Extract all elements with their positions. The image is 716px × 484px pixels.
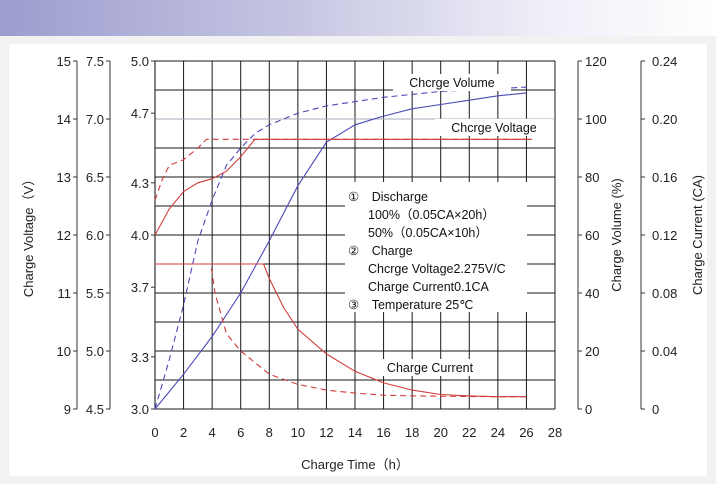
x-axis-tick-label: 6: [237, 425, 244, 440]
right-axis-tick-label: 0: [585, 402, 592, 417]
note-line: ① Discharge: [348, 190, 428, 204]
series-line-volume-100pct: [154, 92, 527, 410]
left-axis-tick-label: 5.5: [86, 286, 104, 301]
header-banner: [0, 0, 716, 36]
series-line-voltage-100pct: [154, 138, 533, 236]
curve-label: Chcrge Voltage: [451, 121, 537, 135]
curve-label-background: [435, 119, 553, 136]
right-axis-tick-label: 60: [585, 228, 599, 243]
x-axis-tick-label: 10: [291, 425, 305, 440]
left-axis-tick-label: 12: [57, 228, 71, 243]
left-axis-tick-label: 7.5: [86, 54, 104, 69]
curve-label: Charge Current: [387, 361, 474, 375]
left-axis-tick-label: 4.5: [86, 402, 104, 417]
right-axis-tick-label: 40: [585, 286, 599, 301]
x-axis-tick-label: 2: [180, 425, 187, 440]
series-line-current-100pct: [155, 263, 527, 398]
note-line: Charge Current0.1CA: [368, 280, 490, 294]
x-axis-tick-label: 14: [348, 425, 362, 440]
x-axis-tick-label: 24: [491, 425, 505, 440]
right-axis-tick-label: 20: [585, 344, 599, 359]
right-axis-tick-label: 0.12: [652, 228, 677, 243]
x-axis-tick-label: 8: [266, 425, 273, 440]
note-line: 100%（0.05CA×20h）: [368, 208, 495, 222]
x-axis-tick-label: 16: [376, 425, 390, 440]
left-axis-title: Charge Voltage（V）: [21, 173, 36, 297]
x-axis-title: Charge Time（h）: [301, 457, 409, 472]
left-axis-tick-label: 11: [58, 286, 72, 301]
x-axis-tick-label: 12: [319, 425, 333, 440]
curve-label: Chcrge Volume: [409, 76, 495, 90]
x-axis-tick-label: 20: [433, 425, 447, 440]
x-axis-tick-label: 18: [405, 425, 419, 440]
left-axis-tick-label: 7.0: [86, 112, 104, 127]
left-axis-tick-label: 3.3: [131, 350, 149, 365]
left-axis-tick-label: 14: [57, 112, 71, 127]
x-axis-tick-label: 26: [519, 425, 533, 440]
note-line: ② Charge: [348, 244, 413, 258]
x-axis-tick-label: 28: [548, 425, 562, 440]
left-axis-tick-label: 5.0: [131, 54, 149, 69]
note-line: 50%（0.05CA×10h）: [368, 226, 488, 240]
x-axis-tick-label: 0: [151, 425, 158, 440]
left-axis-tick-label: 9: [64, 402, 71, 417]
left-axis-tick-label: 6.0: [86, 228, 104, 243]
right-axis-title-volume: Charge Volume (%): [609, 178, 624, 291]
curve-label-background: [371, 359, 489, 376]
left-axis-tick-label: 5.0: [86, 344, 104, 359]
right-axis-tick-label: 0.16: [652, 170, 677, 185]
left-axis-tick-label: 4.0: [131, 228, 149, 243]
curve-label-background: [393, 74, 511, 91]
right-axis-tick-label: 100: [585, 112, 607, 127]
note-line: Chcrge Voltage2.275V/C: [368, 262, 506, 276]
left-axis-tick-label: 4.7: [131, 106, 149, 121]
notes-background: [345, 182, 527, 312]
right-axis-tick-label: 0.24: [652, 54, 677, 69]
left-axis-tick-label: 3.0: [131, 402, 149, 417]
right-axis-tick-label: 80: [585, 170, 599, 185]
left-axis-tick-label: 10: [57, 344, 71, 359]
note-line: ③ Temperature 25℃: [348, 298, 473, 312]
series-line-current-50pct: [155, 263, 527, 398]
right-axis-tick-label: 0.20: [652, 112, 677, 127]
left-axis-tick-label: 13: [57, 170, 71, 185]
right-axis-tick-label: 0.04: [652, 344, 677, 359]
series-line-voltage-50pct: [154, 138, 533, 201]
left-axis-tick-label: 3.7: [131, 280, 149, 295]
right-axis-title-current: Charge Current (CA): [690, 175, 705, 295]
left-axis-tick-label: 4.3: [131, 176, 149, 191]
series-line-volume-50pct: [154, 86, 527, 410]
left-axis-tick-label: 15: [57, 54, 71, 69]
x-axis-tick-label: 4: [209, 425, 216, 440]
right-axis-tick-label: 120: [585, 54, 607, 69]
left-axis-tick-label: 6.5: [86, 170, 104, 185]
right-axis-tick-label: 0.08: [652, 286, 677, 301]
x-axis-tick-label: 22: [462, 425, 476, 440]
right-axis-tick-label: 0: [652, 402, 659, 417]
